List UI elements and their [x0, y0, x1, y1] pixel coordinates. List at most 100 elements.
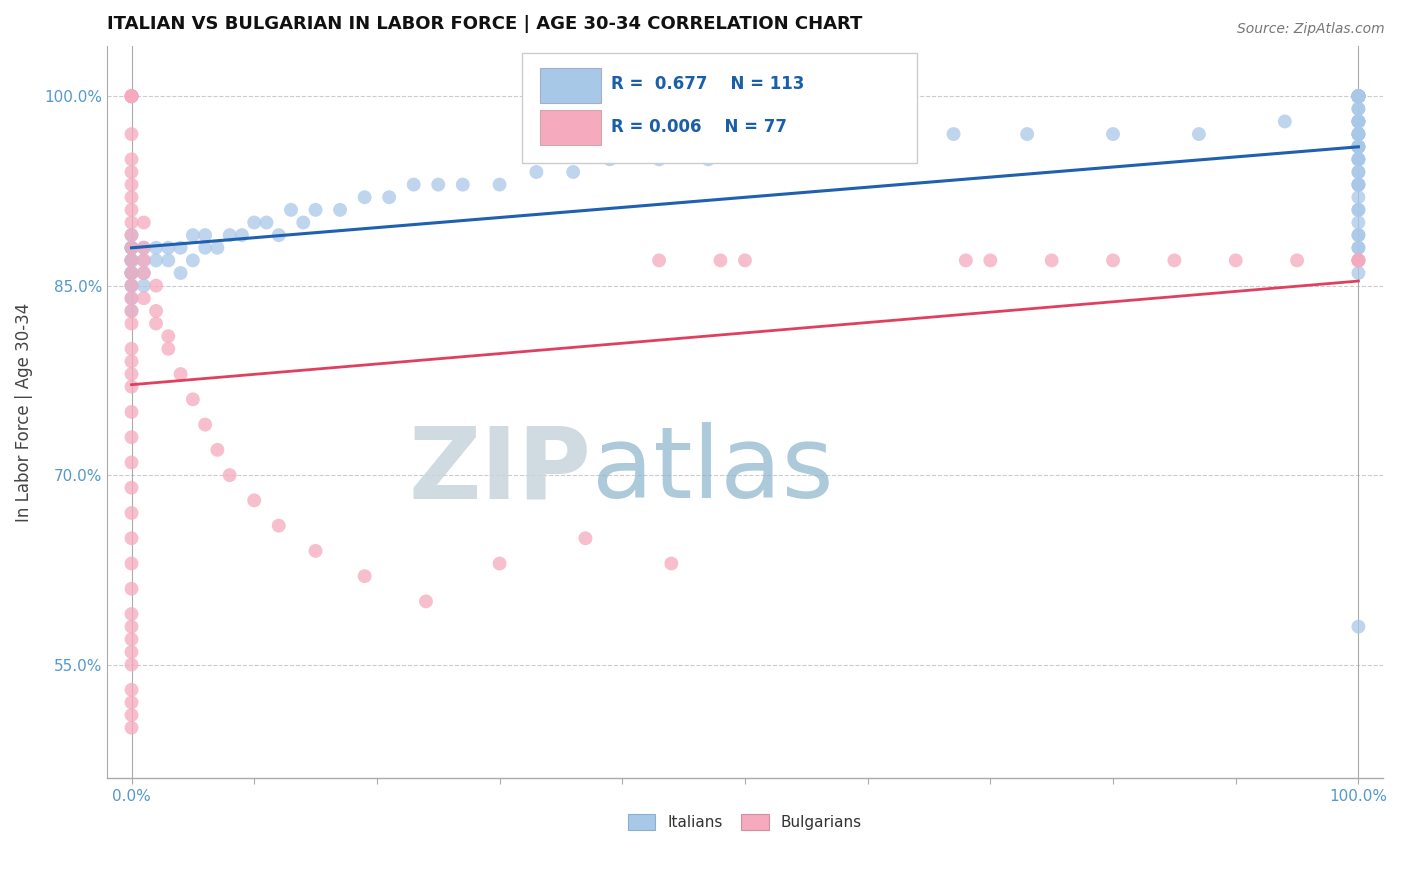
Point [1347, 89, 1369, 103]
Point [1347, 139, 1369, 153]
Point [256, 215, 278, 229]
Point [1347, 89, 1369, 103]
Point [121, 291, 143, 305]
Point [121, 708, 143, 723]
Y-axis label: In Labor Force | Age 30-34: In Labor Force | Age 30-34 [15, 302, 32, 522]
Point [1347, 89, 1369, 103]
Point [1347, 153, 1369, 167]
Point [132, 266, 155, 280]
Point [169, 266, 191, 280]
Point [207, 241, 229, 255]
Point [1347, 241, 1369, 255]
Point [121, 165, 143, 179]
Point [1347, 89, 1369, 103]
Point [304, 202, 326, 217]
Point [526, 165, 548, 179]
Point [121, 278, 143, 293]
Point [157, 253, 180, 268]
Point [747, 139, 769, 153]
Point [1347, 102, 1369, 116]
Text: R =  0.677    N = 113: R = 0.677 N = 113 [612, 76, 804, 94]
Point [121, 228, 143, 243]
Point [145, 241, 167, 255]
Point [121, 266, 143, 280]
Point [121, 632, 143, 647]
Point [1347, 89, 1369, 103]
Point [207, 442, 229, 457]
Point [132, 241, 155, 255]
Point [402, 178, 425, 192]
Point [145, 278, 167, 293]
Point [942, 127, 965, 141]
Point [734, 253, 756, 268]
Point [121, 657, 143, 672]
Point [1347, 253, 1369, 268]
Point [1347, 153, 1369, 167]
Point [1347, 127, 1369, 141]
Point [1347, 215, 1369, 229]
Point [121, 506, 143, 520]
Point [121, 266, 143, 280]
Point [132, 253, 155, 268]
Point [562, 165, 585, 179]
Point [1040, 253, 1063, 268]
Point [132, 241, 155, 255]
Text: ITALIAN VS BULGARIAN IN LABOR FORCE | AGE 30-34 CORRELATION CHART: ITALIAN VS BULGARIAN IN LABOR FORCE | AG… [107, 15, 862, 33]
Point [1347, 228, 1369, 243]
Point [121, 304, 143, 318]
Point [1347, 165, 1369, 179]
Point [132, 253, 155, 268]
Text: ZIP: ZIP [409, 422, 592, 519]
Point [1347, 89, 1369, 103]
Point [1188, 127, 1211, 141]
Point [1347, 178, 1369, 192]
Point [648, 153, 671, 167]
Point [1347, 139, 1369, 153]
Point [1017, 127, 1039, 141]
Point [1347, 127, 1369, 141]
Point [1347, 89, 1369, 103]
Point [1347, 89, 1369, 103]
Point [121, 430, 143, 444]
Point [1347, 139, 1369, 153]
FancyBboxPatch shape [522, 53, 917, 163]
Point [243, 493, 266, 508]
Point [121, 253, 143, 268]
Point [1347, 89, 1369, 103]
Point [132, 215, 155, 229]
Point [1347, 178, 1369, 192]
Point [451, 178, 474, 192]
Point [121, 405, 143, 419]
Point [121, 481, 143, 495]
Point [1347, 139, 1369, 153]
Point [304, 544, 326, 558]
Point [121, 253, 143, 268]
Point [157, 342, 180, 356]
Point [353, 569, 375, 583]
Point [697, 153, 720, 167]
Point [121, 557, 143, 571]
Point [121, 291, 143, 305]
Point [243, 215, 266, 229]
Point [218, 468, 240, 483]
Point [1347, 89, 1369, 103]
Point [1347, 202, 1369, 217]
Point [132, 266, 155, 280]
Point [1102, 253, 1125, 268]
Point [1347, 153, 1369, 167]
Point [121, 455, 143, 469]
Point [121, 215, 143, 229]
Point [121, 89, 143, 103]
Point [1347, 127, 1369, 141]
Point [121, 304, 143, 318]
Point [121, 645, 143, 659]
Point [427, 178, 450, 192]
Point [132, 291, 155, 305]
Point [194, 241, 217, 255]
Point [121, 89, 143, 103]
Point [955, 253, 977, 268]
Point [292, 215, 315, 229]
Point [267, 228, 290, 243]
Point [121, 253, 143, 268]
Point [121, 190, 143, 204]
